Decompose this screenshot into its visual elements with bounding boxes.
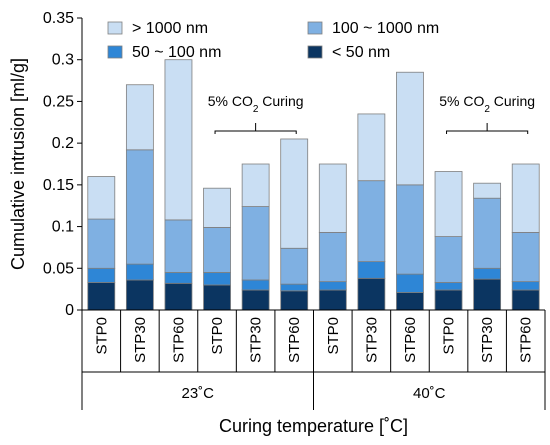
legend-label-0: > 1000 nm <box>132 20 208 37</box>
bar-segment-1-3 <box>125 84 154 151</box>
bar-segment-2-3 <box>164 59 193 221</box>
bar-segment-7-0 <box>357 277 386 311</box>
bar-segment-3-3 <box>203 187 231 228</box>
y-tick-label-3: 0.15 <box>43 177 74 194</box>
annotation-label-0: 5% CO2 Curing <box>208 93 304 115</box>
bar-segment-10-2 <box>473 197 502 269</box>
bar-segment-0-1 <box>87 267 116 283</box>
legend-swatch-3 <box>307 45 323 59</box>
x-category-label-1: STP30 <box>132 317 149 363</box>
bar-segment-0-2 <box>87 218 116 269</box>
x-axis-title: Curing temperature [˚C] <box>219 416 408 436</box>
y-tick-label-2: 0.1 <box>52 219 74 236</box>
bar-segment-10-1 <box>473 267 502 280</box>
x-category-label-0: STP0 <box>93 317 110 355</box>
group-label-1: 40˚C <box>413 385 446 402</box>
annotations-layer: 5% CO2 Curing 5% CO2 Curing <box>208 93 535 134</box>
legend-swatch-0 <box>107 21 123 35</box>
bar-segment-8-0 <box>396 292 424 311</box>
bar-segment-11-2 <box>511 232 540 283</box>
bar-segment-9-3 <box>434 171 463 237</box>
bar-segment-2-2 <box>164 219 193 273</box>
x-category-label-3: STP0 <box>209 317 226 355</box>
x-category-label-11: STP60 <box>518 317 535 363</box>
x-category-label-8: STP60 <box>402 317 419 363</box>
bar-segment-4-2 <box>241 206 270 281</box>
bar-segment-3-1 <box>203 272 231 286</box>
legend-label-3: < 50 nm <box>332 44 390 61</box>
x-category-label-7: STP30 <box>363 317 380 363</box>
bar-segment-5-3 <box>280 138 309 249</box>
bar-segment-8-2 <box>396 184 424 275</box>
bar-segment-6-3 <box>318 163 347 233</box>
bar-segment-4-3 <box>241 163 270 207</box>
group-label-0: 23˚C <box>181 385 214 402</box>
bar-segment-7-2 <box>357 180 386 263</box>
y-tick-label-6: 0.3 <box>52 52 74 69</box>
bar-segment-4-0 <box>241 289 270 311</box>
legend-swatch-2 <box>107 45 123 59</box>
y-tick-label-1: 0.05 <box>43 260 74 277</box>
group-labels: 23˚C 40˚C <box>181 385 445 402</box>
bar-segment-11-0 <box>511 289 540 311</box>
bar-segment-3-2 <box>203 227 231 273</box>
bar-segment-11-1 <box>511 281 540 291</box>
y-tick-label-7: 0.35 <box>43 10 74 27</box>
bar-segment-8-1 <box>396 273 424 293</box>
bar-segment-5-1 <box>280 283 309 292</box>
bar-segment-10-0 <box>473 278 502 311</box>
bar-segment-11-3 <box>511 163 540 233</box>
bar-segment-7-3 <box>357 113 386 182</box>
x-category-label-4: STP30 <box>248 317 265 363</box>
bar-segment-6-2 <box>318 232 347 283</box>
x-category-label-6: STP0 <box>325 317 342 355</box>
bar-segment-1-2 <box>125 149 154 265</box>
bars-layer <box>87 59 540 311</box>
bar-segment-6-1 <box>318 281 347 291</box>
bar-segment-0-3 <box>87 176 116 220</box>
bar-segment-8-3 <box>396 71 424 186</box>
y-axis-title: Cumulative intrusion [ml/g] <box>8 58 28 270</box>
annotation-bracket-0 <box>214 123 297 134</box>
legend-label-2: 50 ~ 100 nm <box>132 44 221 61</box>
bar-segment-5-2 <box>280 247 309 285</box>
bar-segment-5-0 <box>280 290 309 311</box>
legend-label-1: 100 ~ 1000 nm <box>332 20 439 37</box>
x-category-label-10: STP30 <box>479 317 496 363</box>
y-tick-label-5: 0.25 <box>43 93 74 110</box>
x-category-label-5: STP60 <box>286 317 303 363</box>
bar-segment-1-0 <box>125 279 154 311</box>
bar-segment-6-0 <box>318 289 347 311</box>
bar-segment-9-2 <box>434 236 463 283</box>
bar-segment-10-3 <box>473 182 502 199</box>
bar-segment-9-1 <box>434 282 463 291</box>
x-category-label-9: STP0 <box>441 317 458 355</box>
legend: > 1000 nm 100 ~ 1000 nm 50 ~ 100 nm < 50 nm <box>107 20 439 61</box>
legend-swatch-1 <box>307 21 323 35</box>
bar-segment-0-0 <box>87 282 116 311</box>
bar-segment-4-1 <box>241 279 270 291</box>
bar-segment-3-0 <box>203 284 231 311</box>
bar-segment-1-1 <box>125 263 154 281</box>
y-tick-label-4: 0.2 <box>52 135 74 152</box>
y-tick-label-0: 0 <box>65 302 74 319</box>
annotation-bracket-1 <box>446 123 529 134</box>
x-category-label-2: STP60 <box>170 317 187 363</box>
bar-segment-9-0 <box>434 289 463 311</box>
bar-segment-2-1 <box>164 272 193 284</box>
x-category-labels: STP0 STP30 STP60 STP0 STP30 STP60 STP0 STP30 STP… <box>81 310 546 410</box>
bar-segment-7-1 <box>357 261 386 279</box>
bar-segment-2-0 <box>164 282 193 311</box>
annotation-label-1: 5% CO2 Curing <box>439 93 535 115</box>
